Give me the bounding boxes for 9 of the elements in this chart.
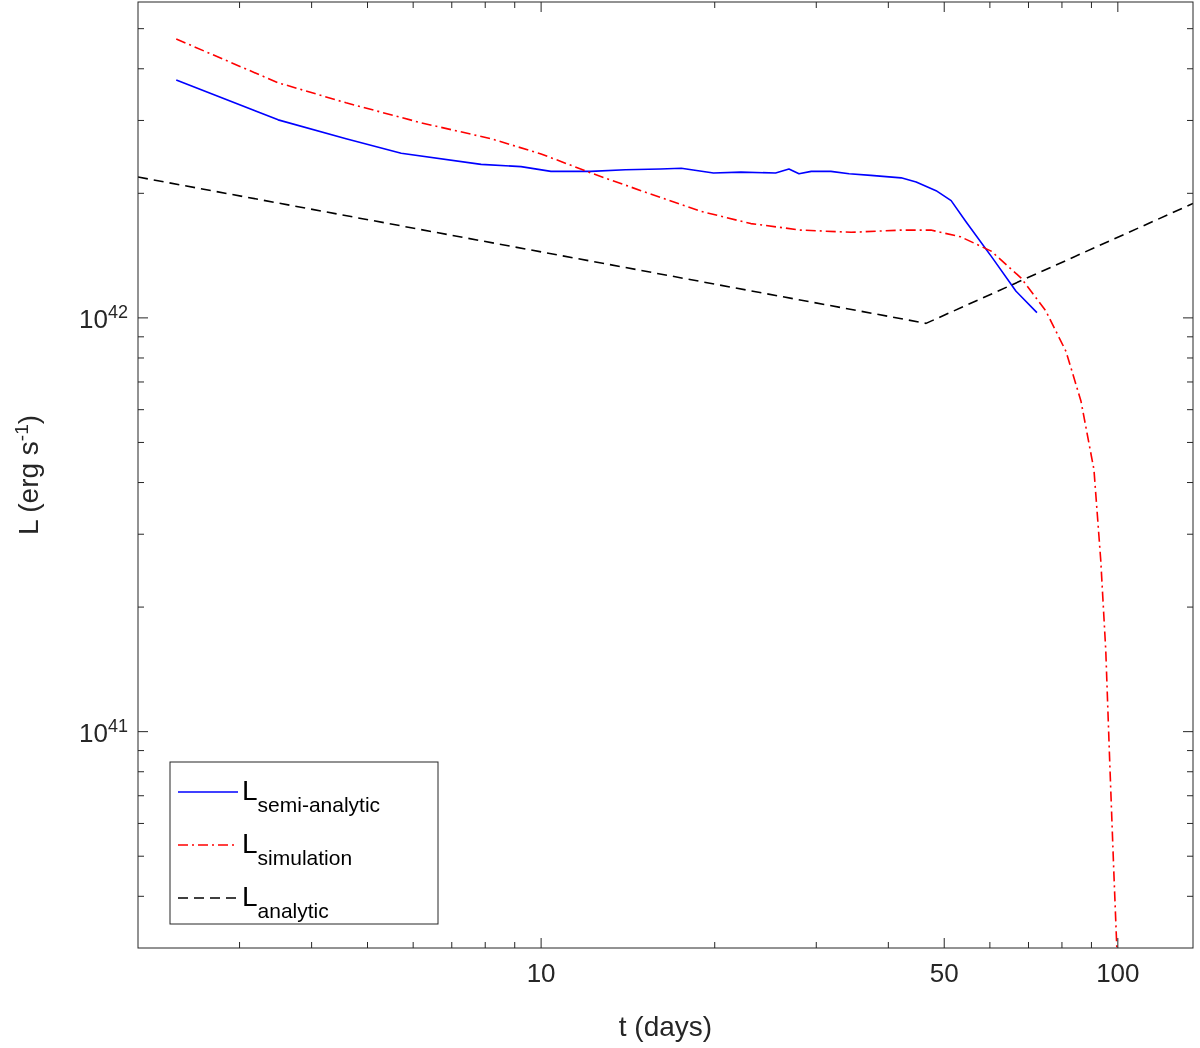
y-tick-label: 10$^{42}$	[79, 301, 128, 334]
legend-label: L$_{analytic}$	[242, 881, 329, 922]
legend-label: L$_{simulation}$	[242, 828, 353, 869]
legend-label: L$_{semi-analytic}$	[242, 775, 381, 816]
x-tick-label: 50	[929, 958, 959, 988]
x-tick-label: 100	[1096, 958, 1140, 988]
x-tick-label: 10	[526, 958, 556, 988]
x-axis-title: t (days)	[618, 1011, 713, 1042]
y-tick-label: 10$^{41}$	[79, 715, 128, 748]
